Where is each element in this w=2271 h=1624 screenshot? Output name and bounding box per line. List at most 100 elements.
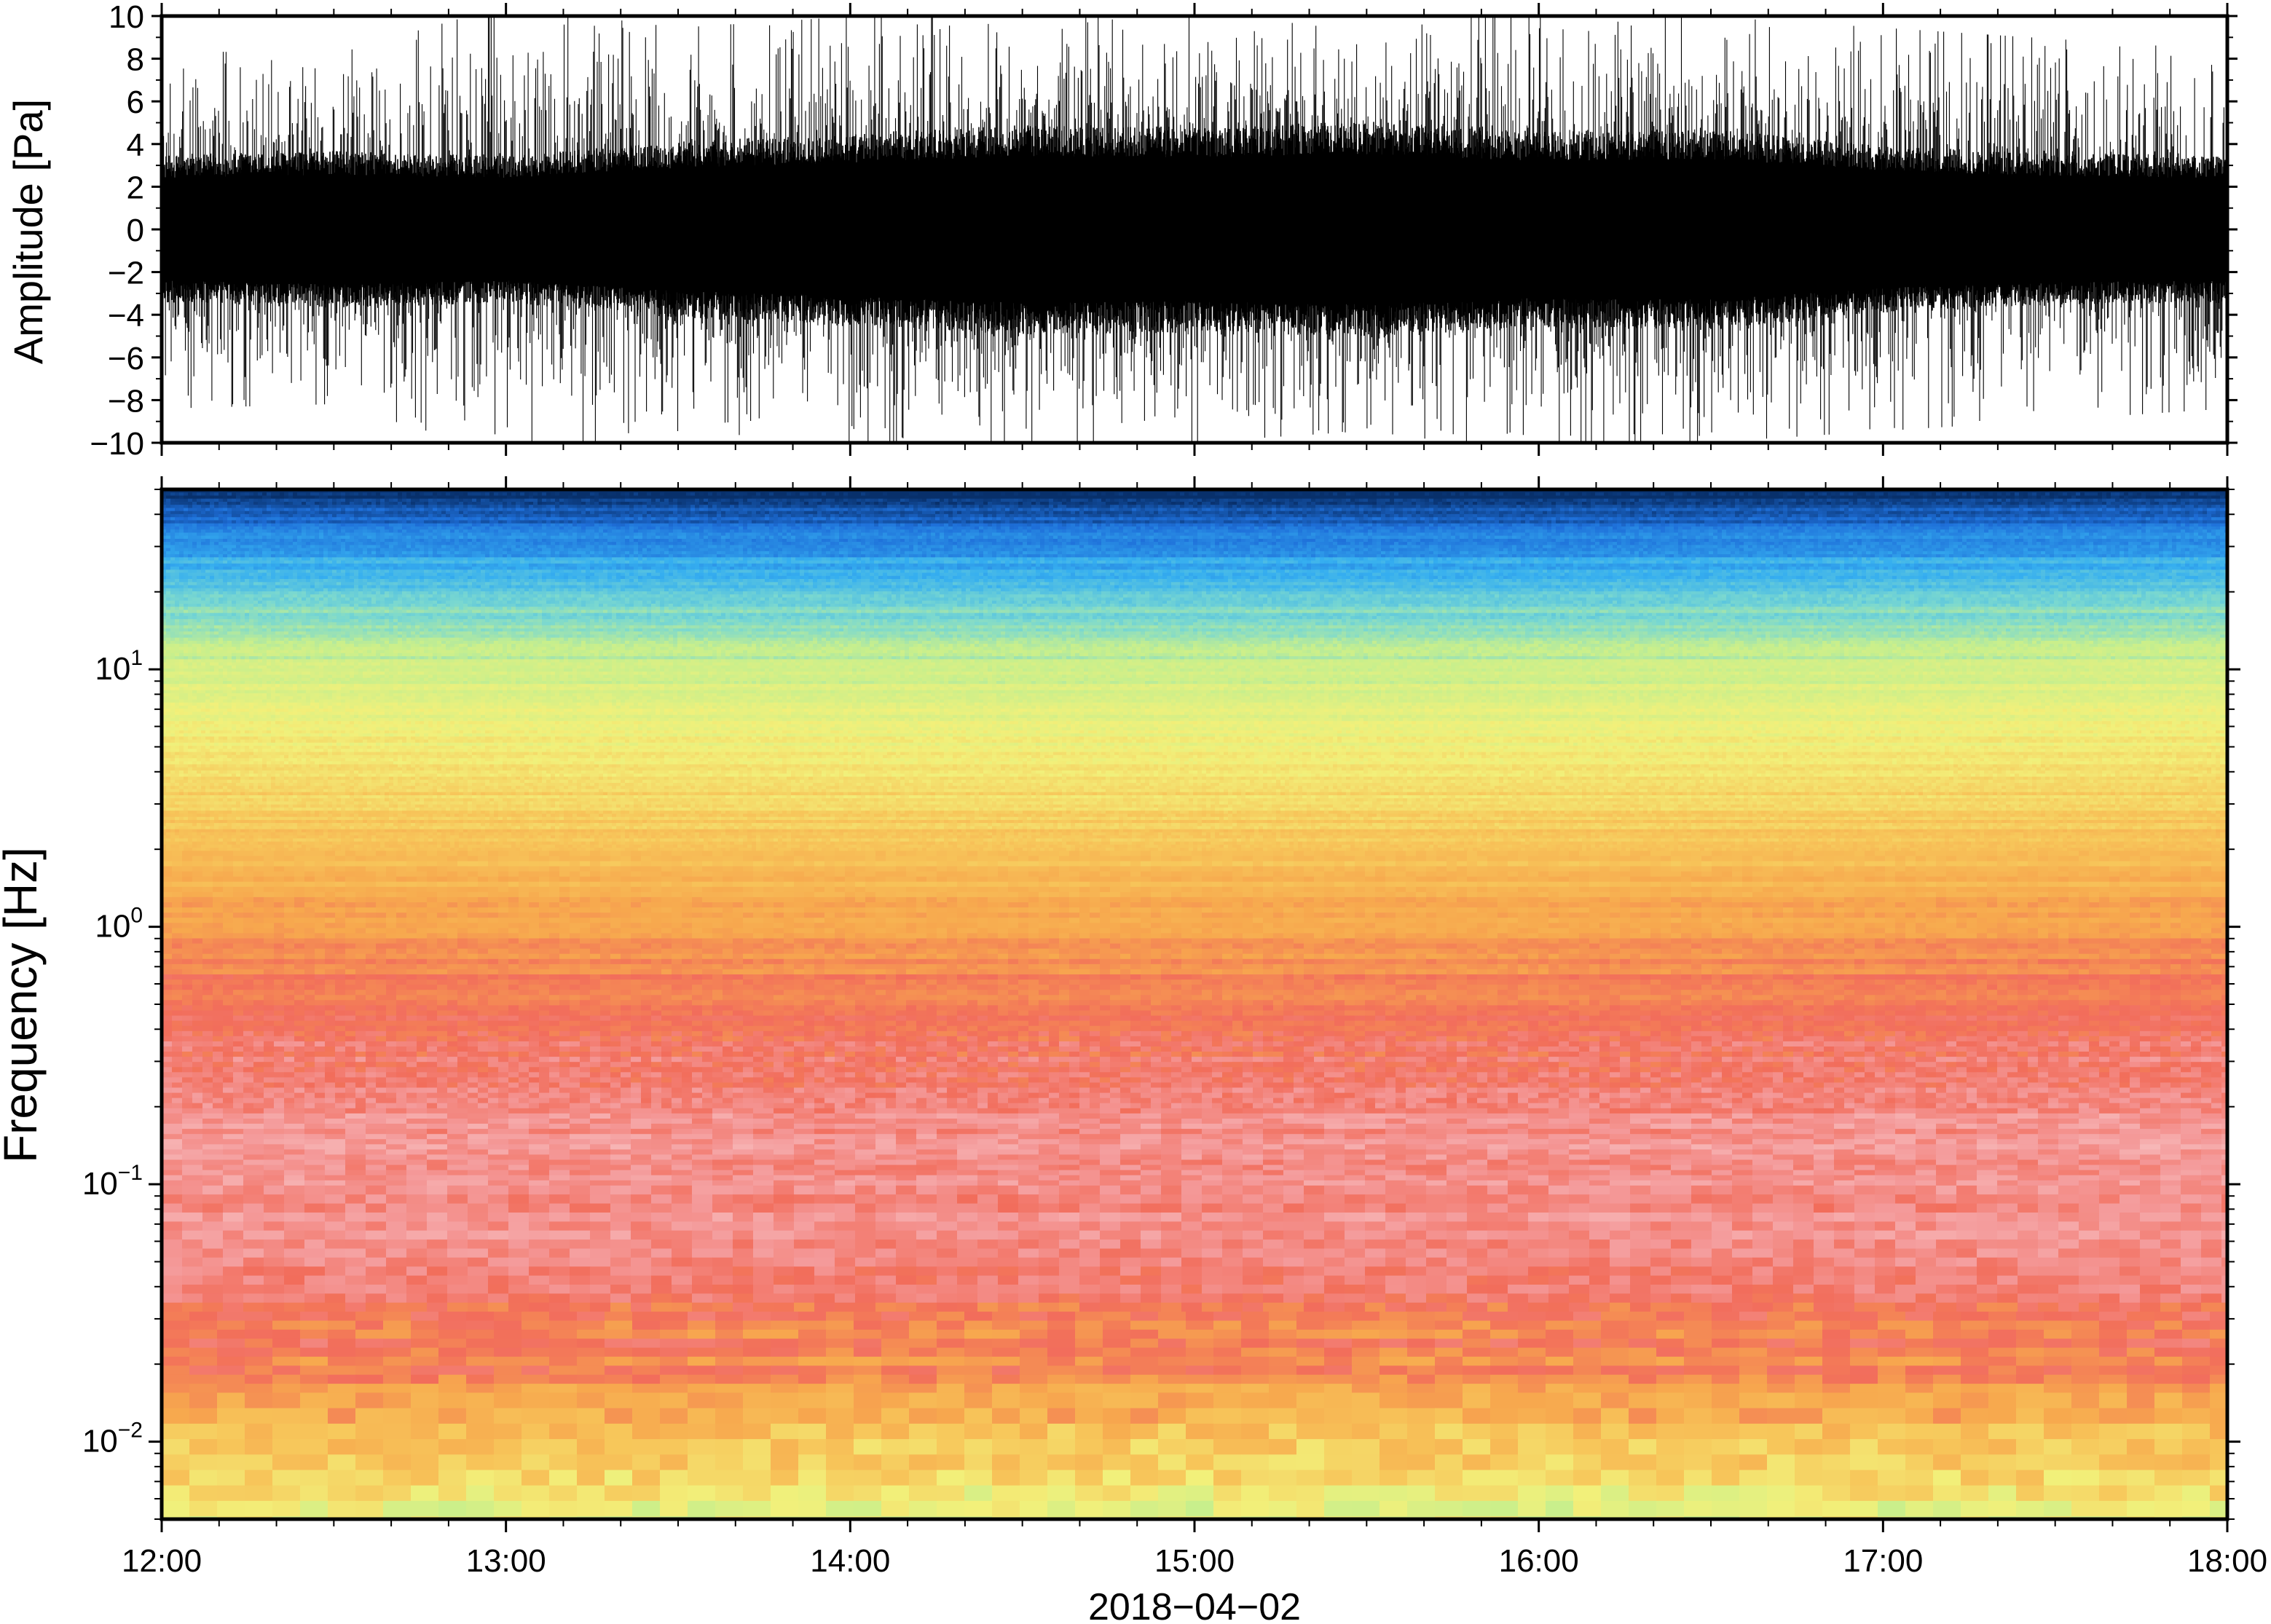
spectrogram-cell (1093, 492, 1098, 496)
spectrogram-cell (1088, 492, 1093, 496)
spectrogram-cell (1136, 499, 1141, 502)
spectrogram-cell (1315, 496, 1321, 500)
spectrogram-cell (1975, 492, 1980, 496)
spectrogram-cell (258, 492, 263, 496)
spectrogram-cell (546, 492, 551, 496)
spectrogram-cell (1700, 499, 1705, 502)
spectrogram-cell (717, 499, 722, 502)
spectrogram-cell (380, 499, 385, 502)
spectrogram-cell (2076, 496, 2081, 500)
spectrogram-cell (1040, 492, 1045, 496)
spectrogram-cell (1320, 499, 1325, 502)
spectrogram-cell (533, 496, 538, 500)
spectrogram-cell (835, 496, 840, 500)
spectrogram-cell (1656, 492, 1661, 496)
spectrogram-cell (201, 496, 206, 500)
waveform-y-tick-label: 0 (127, 213, 144, 248)
spectrogram-cell (1023, 496, 1028, 500)
spectrogram-cell (411, 502, 416, 505)
spectrogram-cell (2023, 492, 2028, 496)
spectrogram-cell (2050, 496, 2055, 500)
spectrogram-cell (433, 496, 438, 500)
spectrogram-cell (1953, 496, 1959, 500)
spectrogram-cell (656, 502, 661, 505)
spectrogram-cell (826, 496, 831, 500)
spectrogram-cell (1053, 492, 1058, 496)
spectrogram-cell (1009, 499, 1015, 502)
spectrogram-cell (1853, 499, 1858, 502)
spectrogram-cell (896, 492, 901, 496)
spectrogram-cell (581, 492, 586, 496)
spectrogram-cell (507, 496, 512, 500)
spectrogram-cell (2128, 499, 2133, 502)
spectrogram-cell (1372, 492, 1377, 496)
spectrogram-cell (695, 492, 700, 496)
spectrogram-cell (905, 496, 910, 500)
spectrogram-cell (621, 499, 626, 502)
spectrogram-cell (1787, 499, 1792, 502)
spectrogram-cell (1547, 502, 1552, 505)
waveform-y-tick-label: −6 (108, 341, 144, 377)
spectrogram-cell (1473, 502, 1478, 505)
spectrogram-cell (551, 502, 556, 505)
spectrogram-cell (1687, 499, 1692, 502)
spectrogram-cell (1761, 499, 1766, 502)
spectrogram-cell (2176, 496, 2181, 500)
spectrogram-cell (319, 502, 324, 505)
spectrogram-cell (498, 492, 503, 496)
spectrogram-cell (677, 492, 682, 496)
spectrogram-cell (909, 496, 914, 500)
spectrogram-cell (363, 496, 368, 500)
spectrogram-cell (1381, 496, 1386, 500)
spectrogram-cell (1936, 496, 1941, 500)
spectrogram-cell (2137, 496, 2142, 500)
spectrogram-cell (2211, 492, 2216, 496)
spectrogram-cell (2172, 496, 2177, 500)
spectrogram-cell (275, 499, 280, 502)
spectrogram-cell (2080, 496, 2085, 500)
spectrogram-cell (1285, 499, 1290, 502)
spectrogram-cell (756, 496, 761, 500)
spectrogram-cell (1442, 502, 1447, 505)
spectrogram-cell (546, 499, 551, 502)
spectrogram-cell (219, 502, 224, 505)
spectrogram-cell (275, 502, 280, 505)
spectrogram-cell (2133, 499, 2138, 502)
spectrogram-cell (1774, 499, 1779, 502)
spectrogram-cell (1088, 499, 1093, 502)
spectrogram-cell (184, 492, 189, 496)
spectrogram-cell (179, 502, 184, 505)
spectrogram-cell (1162, 499, 1168, 502)
spectrogram-cell (594, 499, 599, 502)
spectrogram-cell (1464, 502, 1469, 505)
spectrogram-cell (1918, 492, 1924, 496)
spectrogram-cell (341, 502, 346, 505)
spectrogram-cell (1123, 502, 1128, 505)
spectrogram-cell (1508, 502, 1513, 505)
spectrogram-cell (988, 492, 993, 496)
spectrogram-cell (1608, 492, 1613, 496)
spectrogram-cell (293, 502, 298, 505)
spectrogram-cell (1171, 499, 1176, 502)
spectrogram-cell (1512, 496, 1517, 500)
spectrogram-cell (489, 502, 495, 505)
spectrogram-cell (354, 496, 359, 500)
spectrogram-cell (1713, 492, 1718, 496)
spectrogram-cell (1940, 492, 1945, 496)
spectrogram-cell (424, 496, 429, 500)
spectrogram-cell (1342, 499, 1347, 502)
spectrogram-cell (725, 499, 731, 502)
spectrogram-cell (651, 499, 656, 502)
spectrogram-cell (336, 492, 342, 496)
spectrogram-cell (310, 492, 315, 496)
spectrogram-cell (861, 502, 866, 505)
spectrogram-cell (350, 499, 355, 502)
spectrogram-cell (1014, 496, 1019, 500)
spectrogram-cell (1250, 496, 1255, 500)
spectrogram-cell (1849, 492, 1854, 496)
spectrogram-cell (1394, 496, 1399, 500)
spectrogram-cell (1958, 492, 1963, 496)
spectrogram-cell (1744, 496, 1749, 500)
spectrogram-cell (1189, 499, 1194, 502)
spectrogram-cell (664, 499, 669, 502)
